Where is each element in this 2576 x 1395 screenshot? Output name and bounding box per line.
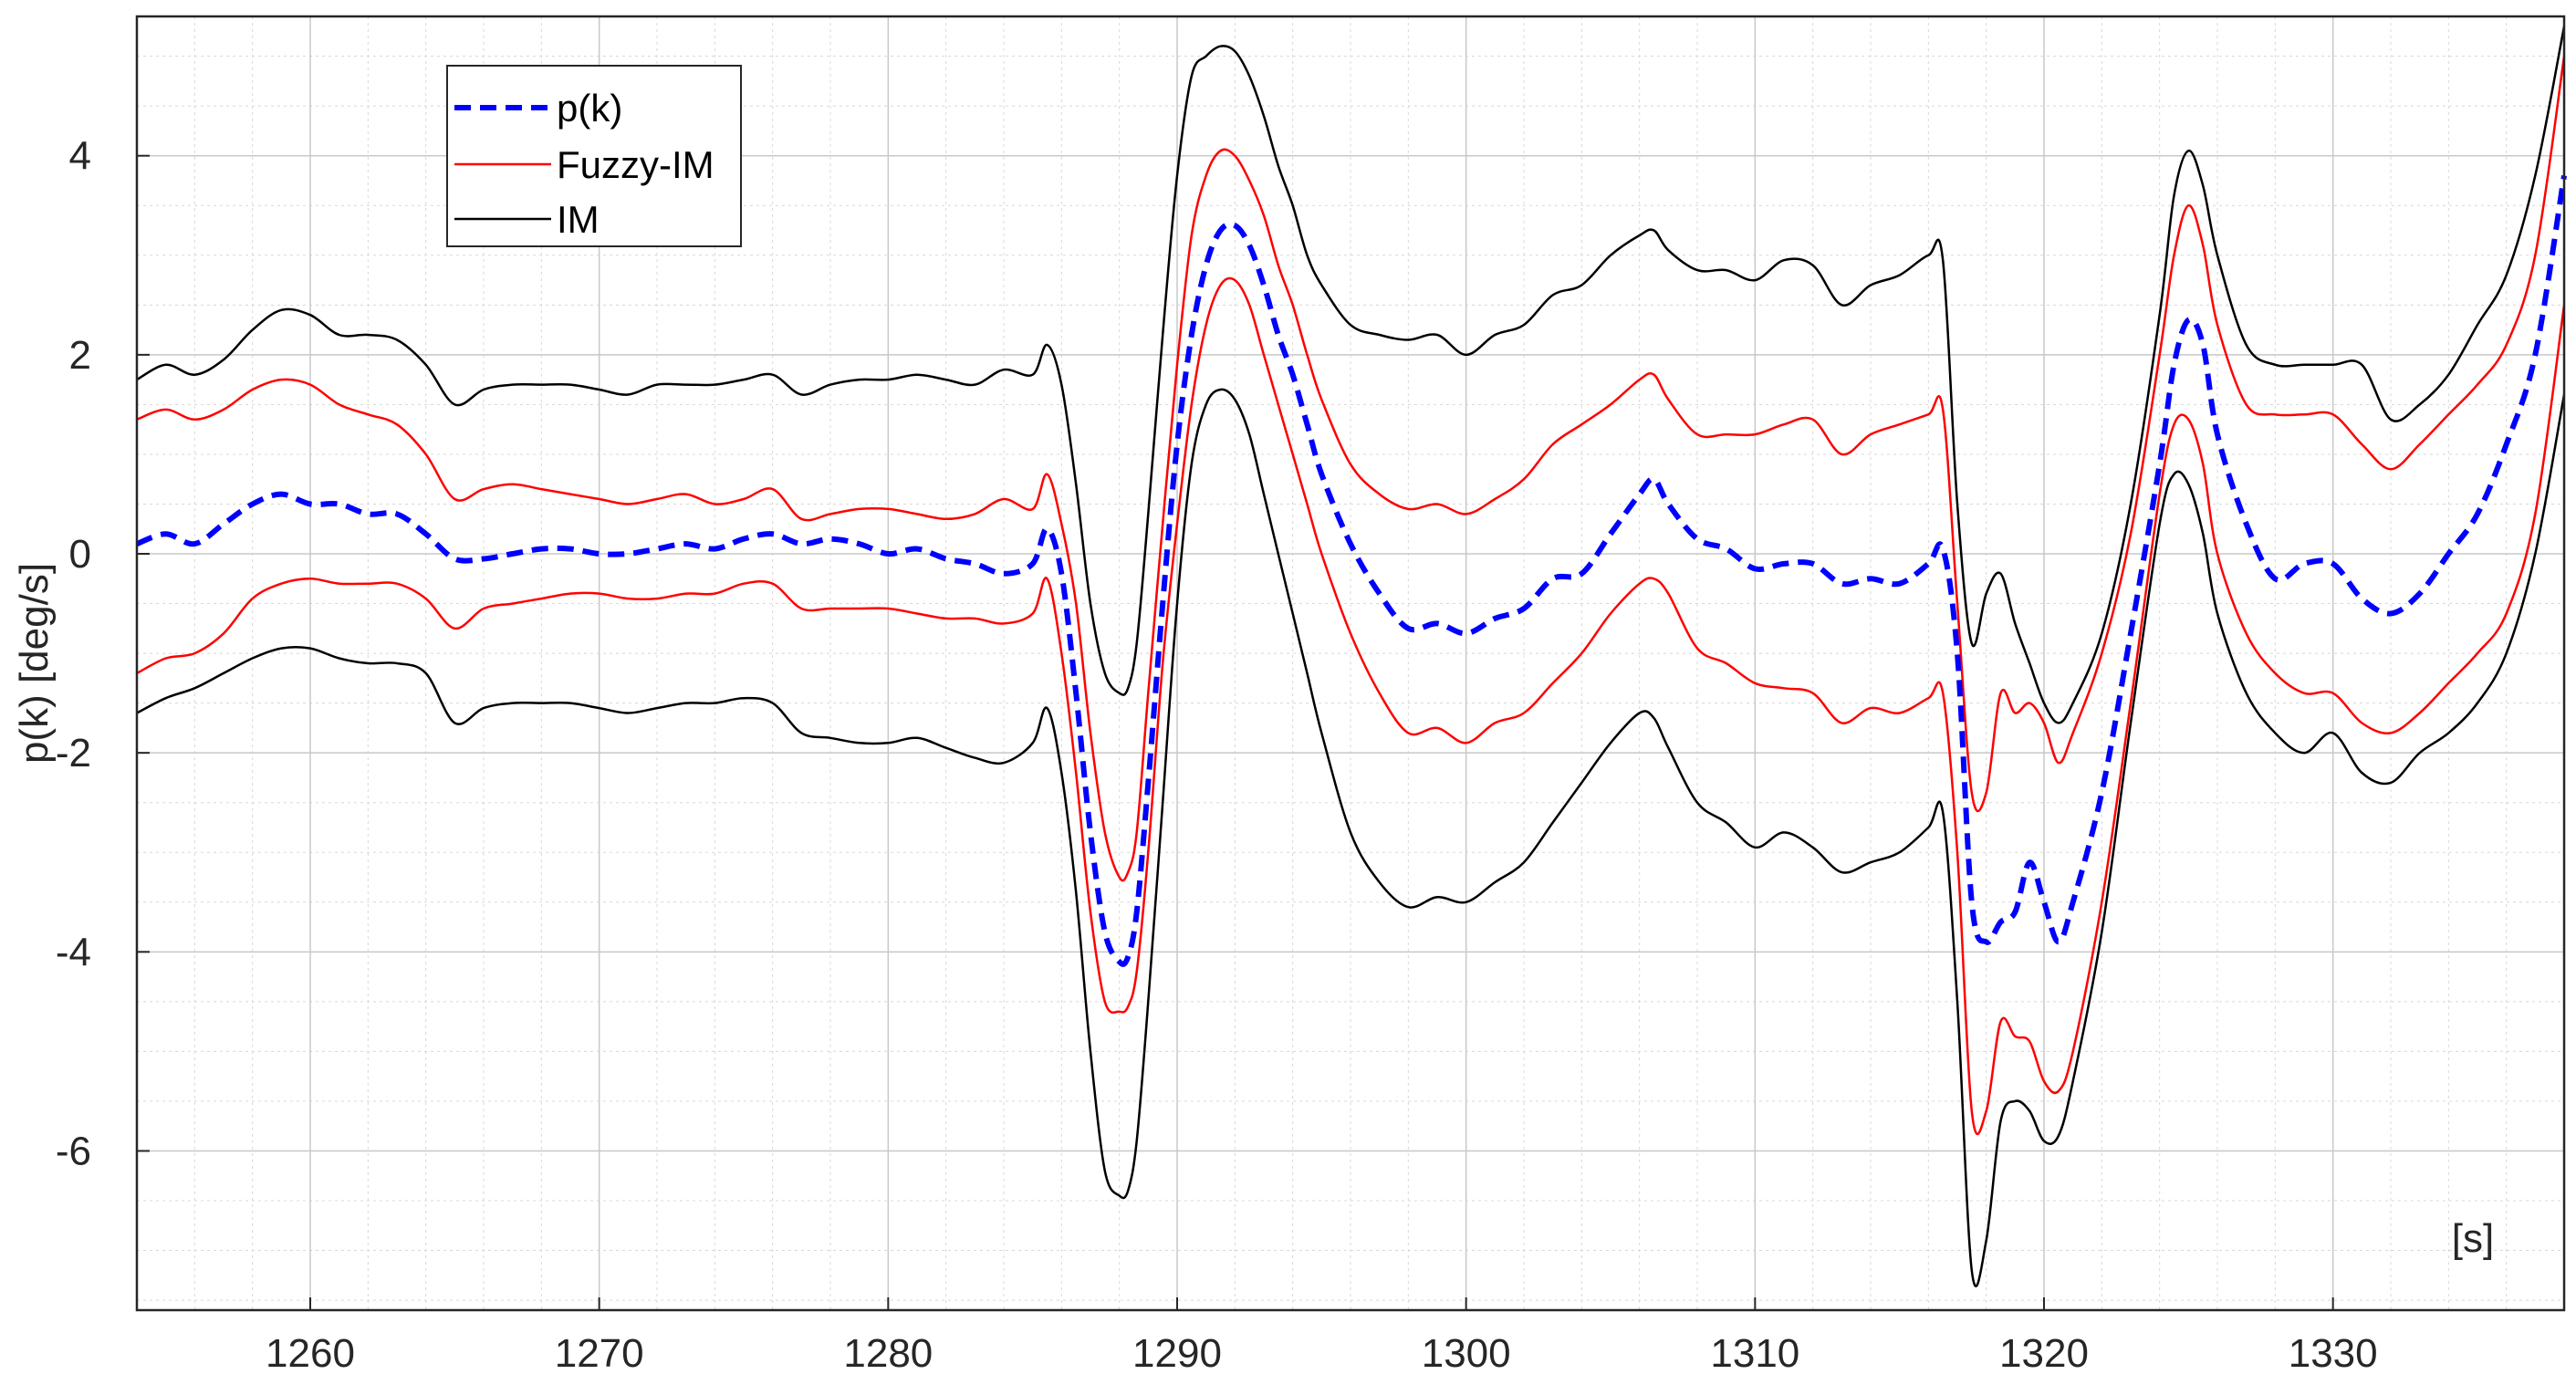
legend-label-fuzzy-im: Fuzzy-IM (557, 143, 714, 186)
y-tick-label: -4 (56, 930, 91, 974)
legend-box (446, 65, 742, 247)
x-tick-label: 1280 (843, 1331, 933, 1376)
series-line-im-upper (136, 26, 2566, 724)
minor-grid (136, 16, 2565, 1310)
series-line-pk (135, 175, 2567, 967)
y-axis-label: p(k) [deg/s] (12, 563, 57, 764)
x-tick-label: 1320 (1999, 1331, 2089, 1376)
y-tick-label: 2 (69, 333, 91, 378)
x-tick-label: 1260 (266, 1331, 355, 1376)
plot-frame (135, 15, 2566, 1312)
legend-label-im: IM (557, 198, 600, 241)
x-tick-label: 1300 (1422, 1331, 1511, 1376)
x-axis-label: [s] (2452, 1216, 2494, 1261)
series-line-im-lower (136, 388, 2566, 1287)
series-layer (135, 26, 2567, 1287)
legend-label-pk: p(k) (557, 87, 622, 130)
y-tick-label: -6 (56, 1129, 91, 1173)
tick-layer: 1260 1270 1280 1290 1300 1310 1320 1330 -6 -4 -2 0 2… (56, 134, 2378, 1376)
y-tick-label: -2 (56, 731, 91, 776)
legend: p(k) Fuzzy-IM IM (446, 65, 742, 247)
y-tick-label: 4 (69, 134, 91, 179)
y-tick-label: 0 (69, 532, 91, 577)
x-tick-label: 1310 (1710, 1331, 1799, 1376)
series-line-fuzzy-im-upper (136, 56, 2566, 882)
series-line-fuzzy-im-lower (136, 276, 2566, 1136)
x-tick-label: 1330 (2289, 1331, 2378, 1376)
x-tick-label: 1270 (555, 1331, 644, 1376)
x-tick-label: 1290 (1132, 1331, 1222, 1376)
